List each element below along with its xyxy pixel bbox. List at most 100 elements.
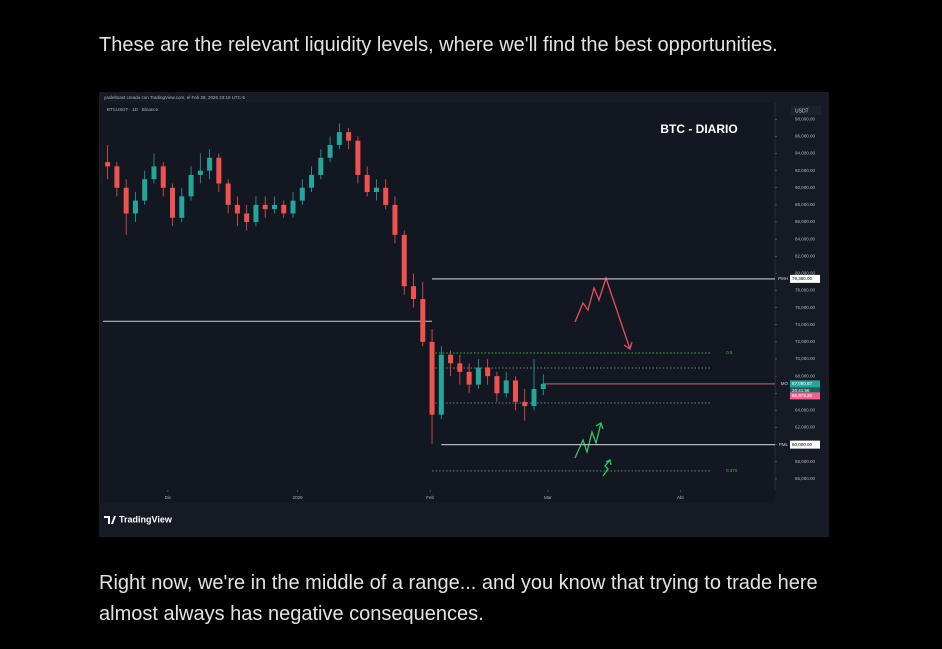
candle-body bbox=[448, 354, 454, 364]
candle-body bbox=[531, 388, 537, 407]
y-tick-label: 58,000.00 bbox=[795, 459, 816, 464]
candle-body bbox=[299, 187, 305, 201]
chart-image: yasleltoast creado con TradingView.com, … bbox=[99, 92, 829, 537]
candle-body bbox=[132, 200, 138, 214]
y-tick-label: 76,000.00 bbox=[795, 305, 816, 310]
y-tick-label: 84,000.00 bbox=[795, 236, 816, 241]
candle-body bbox=[327, 144, 333, 158]
candle-body bbox=[346, 132, 352, 141]
brand: TradingView bbox=[119, 514, 173, 524]
candle-body bbox=[411, 286, 417, 300]
y-tick-label: 62,000.00 bbox=[795, 425, 816, 430]
candle-body bbox=[281, 204, 287, 214]
price-label-box bbox=[790, 274, 820, 283]
y-tick-label: 74,000.00 bbox=[795, 322, 816, 327]
level-name: 0.375 bbox=[726, 468, 738, 473]
attribution: yasleltoast creado con TradingView.com, … bbox=[104, 95, 245, 100]
candle-body bbox=[512, 380, 518, 402]
y-tick-label: 56,000.00 bbox=[795, 476, 816, 481]
candle-body bbox=[151, 166, 157, 180]
y-tick-label: 94,000.00 bbox=[795, 151, 816, 156]
arrowhead bbox=[605, 459, 612, 466]
candle-body bbox=[123, 187, 129, 214]
candle-body bbox=[197, 170, 203, 175]
candle-body bbox=[438, 354, 444, 415]
arrow-up bbox=[602, 459, 611, 477]
symbol: BTCUSDT · 1D · Binance bbox=[107, 107, 159, 112]
paragraph: Right now, we're in the middle of a rang… bbox=[99, 572, 818, 625]
y-tick-label: 88,000.00 bbox=[795, 202, 816, 207]
last-price-label: 67,090.67 bbox=[792, 381, 813, 386]
candle-body bbox=[485, 367, 491, 377]
candle-body bbox=[540, 383, 546, 389]
currency-box bbox=[791, 106, 821, 115]
candle-body bbox=[475, 367, 481, 385]
y-tick-label: 72,000.00 bbox=[795, 339, 816, 344]
y-tick-label: 68,000.00 bbox=[795, 373, 816, 378]
price-label: 79,360.00 bbox=[792, 276, 813, 281]
candle-body bbox=[234, 204, 240, 214]
countdown-box bbox=[790, 387, 820, 395]
y-tick-label: 86,000.00 bbox=[795, 219, 816, 224]
y-tick-label: 70,000.00 bbox=[795, 356, 816, 361]
y-tick-label: 96,000.00 bbox=[795, 134, 816, 139]
price-label-box bbox=[790, 440, 820, 449]
candle-body bbox=[392, 204, 398, 235]
chart-title: BTC - DIARIO bbox=[660, 122, 737, 136]
candle-body bbox=[216, 157, 222, 184]
candle-body bbox=[383, 187, 389, 205]
x-tick-label: Abr bbox=[677, 495, 685, 500]
last-price-label: 66,973.26 bbox=[792, 393, 813, 398]
candle-body bbox=[253, 204, 259, 223]
y-tick-label: 64,000.00 bbox=[795, 408, 816, 413]
candle-body bbox=[188, 174, 194, 197]
y-tick-label: 80,000.00 bbox=[795, 271, 816, 276]
candle-body bbox=[309, 174, 315, 188]
y-tick-label: 92,000.00 bbox=[795, 168, 816, 173]
paragraph: These are the relevant liquidity levels,… bbox=[99, 34, 778, 56]
candle-body bbox=[420, 299, 426, 342]
candle-body bbox=[522, 401, 528, 407]
candle-body bbox=[457, 363, 463, 372]
candle-body bbox=[142, 179, 148, 201]
candle-body bbox=[114, 166, 120, 188]
candle-body bbox=[271, 204, 277, 210]
x-tick-label: 2026 bbox=[293, 495, 304, 500]
tradingview-logo bbox=[104, 516, 116, 524]
candle-body bbox=[262, 204, 268, 210]
candle-body bbox=[160, 166, 166, 188]
candle-body bbox=[290, 200, 296, 214]
x-tick-label: Feb bbox=[426, 495, 434, 500]
candle-body bbox=[105, 162, 111, 167]
y-tick-label: 90,000.00 bbox=[795, 185, 816, 190]
candle-body bbox=[503, 380, 509, 394]
candle-body bbox=[401, 234, 407, 287]
y-tick-label: 82,000.00 bbox=[795, 253, 816, 258]
candle-body bbox=[429, 341, 435, 415]
level-name: PML bbox=[779, 442, 789, 447]
candle-body bbox=[318, 157, 324, 175]
candle-body bbox=[373, 187, 379, 193]
candle-body bbox=[244, 213, 250, 223]
plot-area bbox=[103, 103, 775, 503]
currency: USDT bbox=[795, 108, 809, 114]
candle-body bbox=[494, 376, 500, 394]
candle-body bbox=[364, 174, 370, 193]
candle-body bbox=[466, 371, 472, 385]
last-price-box bbox=[790, 380, 820, 388]
x-tick-label: Dic bbox=[165, 495, 172, 500]
candle-body bbox=[170, 187, 176, 218]
y-tick-label: 78,000.00 bbox=[795, 288, 816, 293]
arrowhead bbox=[595, 422, 604, 430]
level-name: PMH bbox=[778, 276, 788, 281]
last-price-box bbox=[790, 392, 820, 400]
arrow-down bbox=[574, 275, 631, 350]
arrowhead bbox=[623, 341, 633, 351]
x-tick-label: Mar bbox=[544, 495, 552, 500]
candle-body bbox=[355, 140, 361, 175]
candle-body bbox=[225, 183, 231, 205]
countdown: 20:41:56 bbox=[792, 388, 810, 393]
candle-body bbox=[336, 132, 342, 145]
candle-body bbox=[179, 196, 185, 218]
